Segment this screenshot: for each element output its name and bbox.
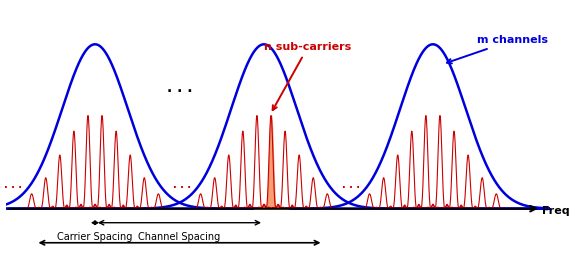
Text: . . .: . . . bbox=[173, 180, 191, 190]
Text: n sub-carriers: n sub-carriers bbox=[264, 42, 352, 110]
Text: Carrier Spacing: Carrier Spacing bbox=[57, 232, 133, 242]
Text: . . .: . . . bbox=[167, 81, 192, 95]
Text: Channel Spacing: Channel Spacing bbox=[139, 232, 221, 242]
Text: . . .: . . . bbox=[342, 180, 360, 190]
Text: . . .: . . . bbox=[4, 180, 22, 190]
Text: Freq: Freq bbox=[542, 206, 570, 216]
Text: m channels: m channels bbox=[447, 35, 548, 63]
